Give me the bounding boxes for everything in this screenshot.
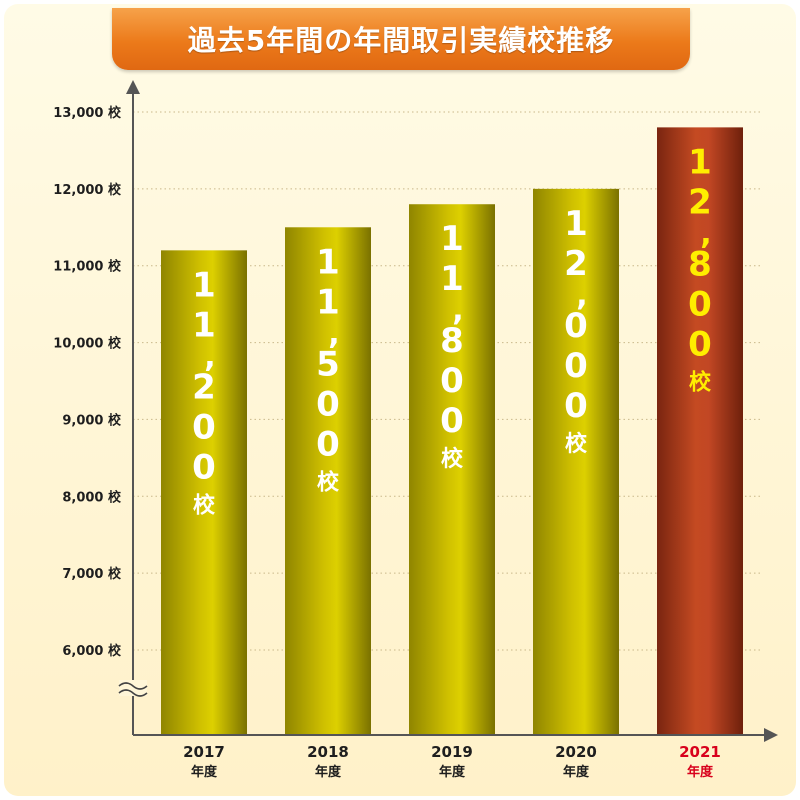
title-banner: 過去5年間の年間取引実績校推移	[112, 8, 690, 70]
y-tick-label: 9,000 校	[62, 412, 122, 428]
bar	[409, 204, 495, 735]
bar	[657, 127, 743, 735]
axis-break-mark	[118, 680, 148, 697]
x-category-sublabel: 年度	[439, 764, 466, 780]
x-axis-arrow	[764, 728, 778, 742]
y-axis-arrow	[126, 80, 140, 94]
x-category-label: 2017	[183, 743, 225, 761]
x-category-sublabel: 年度	[687, 764, 714, 780]
x-category-label: 2019	[431, 743, 473, 761]
y-tick-label: 13,000 校	[53, 105, 122, 121]
x-category-label: 2021	[679, 743, 721, 761]
y-tick-label: 10,000 校	[53, 336, 122, 352]
x-category-label: 2020	[555, 743, 597, 761]
y-tick-label: 7,000 校	[62, 566, 122, 582]
y-tick-label: 8,000 校	[62, 489, 122, 505]
bar	[285, 227, 371, 736]
x-category-label: 2018	[307, 743, 349, 761]
y-tick-label: 12,000 校	[53, 182, 122, 198]
bar	[533, 188, 619, 735]
x-category-sublabel: 年度	[191, 764, 218, 780]
y-tick-label: 11,000 校	[53, 259, 122, 275]
x-category-sublabel: 年度	[315, 764, 342, 780]
chart-title: 過去5年間の年間取引実績校推移	[187, 24, 615, 57]
y-tick-label: 6,000 校	[62, 643, 122, 659]
bar	[161, 250, 247, 736]
x-category-sublabel: 年度	[563, 764, 590, 780]
